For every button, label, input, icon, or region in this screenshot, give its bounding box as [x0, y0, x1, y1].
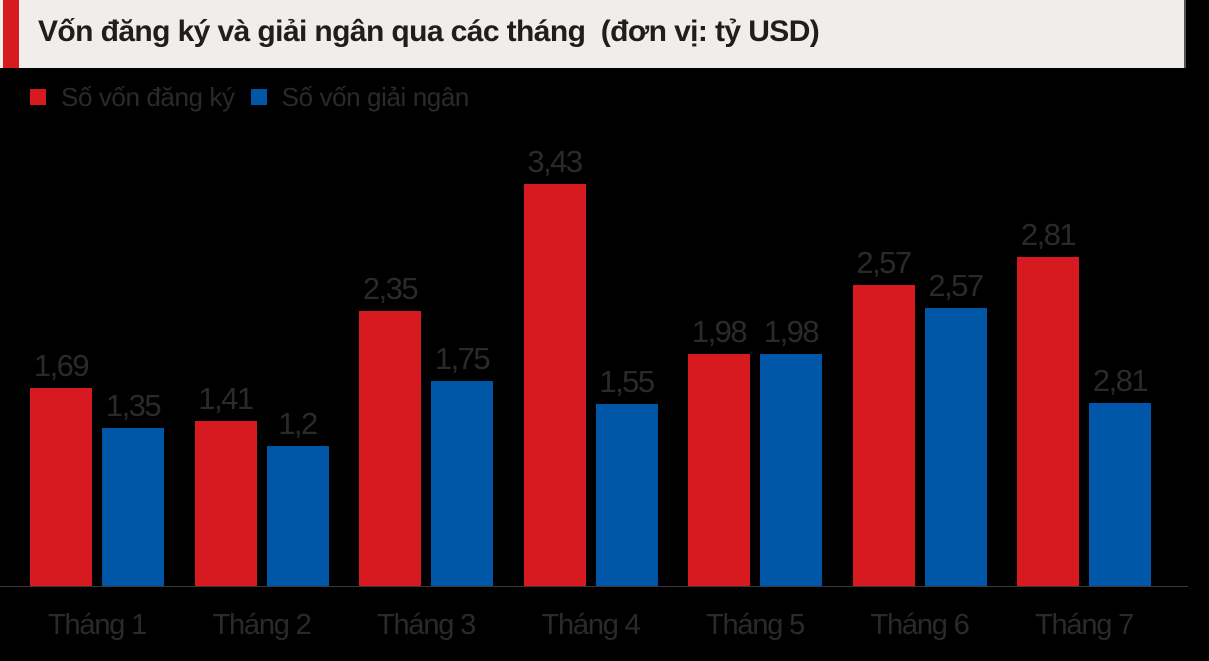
- bar-registered: [359, 311, 421, 586]
- bar-disbursed: [1089, 403, 1151, 586]
- bar-disbursed: [760, 354, 822, 586]
- x-axis-label: Tháng 5: [705, 609, 805, 641]
- value-label: 2,57: [856, 245, 912, 280]
- value-label: 3,43: [527, 144, 583, 179]
- value-label: 1,69: [33, 348, 90, 383]
- x-axis-label: Tháng 6: [870, 609, 969, 641]
- legend-item-registered: Số vốn đăng ký: [30, 82, 235, 113]
- bar-registered: [1017, 257, 1079, 586]
- value-label: 1,35: [105, 388, 162, 423]
- x-axis-label: Tháng 2: [212, 609, 311, 641]
- legend-item-disbursed: Số vốn giải ngân: [250, 81, 470, 113]
- bar-registered: [688, 354, 750, 586]
- value-label: 2,35: [362, 271, 419, 306]
- bar-registered: [523, 184, 586, 586]
- legend-swatch-registered: [30, 89, 46, 105]
- bar-registered: [30, 388, 92, 586]
- bar-disbursed: [431, 381, 493, 586]
- title-accent-bar: [3, 0, 19, 68]
- value-label: 1,98: [691, 314, 748, 349]
- bar-disbursed: [266, 446, 329, 586]
- value-label: 1,75: [434, 341, 491, 376]
- legend-label: Số vốn giải ngân: [281, 81, 470, 112]
- legend-swatch-disbursed: [250, 89, 267, 105]
- legend-label: Số vốn đăng ký: [61, 81, 235, 112]
- chart-title: Vốn đăng ký và giải ngân qua các tháng (…: [38, 15, 820, 48]
- bar-disbursed: [102, 428, 164, 586]
- value-label: 1,55: [599, 364, 655, 399]
- value-label: 2,81: [1020, 217, 1077, 252]
- value-label: 1,2: [278, 406, 318, 441]
- legend: Số vốn đăng ký Số vốn giải ngân: [30, 82, 485, 112]
- value-label: 2,81: [1092, 363, 1149, 398]
- bar-registered: [194, 421, 257, 586]
- bar-disbursed: [924, 308, 987, 586]
- value-label: 2,57: [928, 268, 984, 303]
- x-axis-label: Tháng 4: [541, 609, 640, 641]
- bar-registered: [852, 285, 915, 586]
- x-axis-label: Tháng 1: [47, 609, 147, 641]
- title-band: Vốn đăng ký và giải ngân qua các tháng (…: [0, 0, 1186, 68]
- x-axis-label: Tháng 3: [376, 609, 476, 641]
- bar-disbursed: [595, 404, 658, 586]
- value-label: 1,41: [198, 381, 254, 416]
- x-axis-baseline: [0, 586, 1188, 587]
- x-axis-label: Tháng 7: [1034, 609, 1134, 641]
- value-label: 1,98: [763, 314, 820, 349]
